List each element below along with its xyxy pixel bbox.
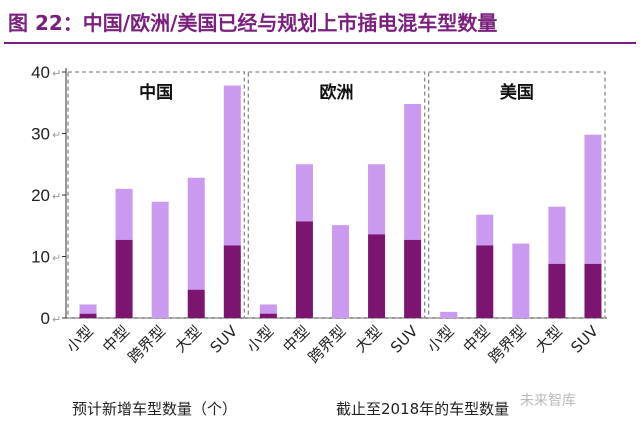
bar-existing — [476, 245, 494, 318]
bar-planned — [476, 214, 494, 246]
bar-existing — [79, 313, 97, 318]
bar-planned — [368, 164, 386, 235]
y-tick-label: 20 — [31, 186, 50, 205]
bar-existing — [223, 245, 241, 318]
bar-existing — [584, 263, 602, 318]
bar-existing — [115, 239, 133, 318]
title-underline — [4, 42, 636, 44]
category-label: 跨界型 — [124, 322, 169, 367]
bar-existing — [548, 263, 566, 318]
category-label: 大型 — [171, 322, 205, 356]
bar-existing — [295, 221, 313, 318]
legend-planned: 预计新增车型数量（个） — [72, 400, 238, 418]
category-label: 跨界型 — [305, 322, 350, 367]
return-mark-glyph: ↵ — [52, 129, 61, 142]
panel-frame — [247, 71, 426, 319]
bar-planned — [115, 188, 133, 240]
watermark: 未来智库 — [520, 393, 576, 409]
category-label: 跨界型 — [485, 322, 530, 367]
panel-title: 中国 — [139, 82, 173, 103]
category-label: 小型 — [243, 322, 277, 356]
bar-planned — [151, 201, 169, 318]
y-tick-label: 30 — [31, 125, 50, 144]
category-label: 小型 — [424, 322, 458, 356]
category-label: SUV — [387, 322, 422, 357]
figure-title: 图 22：中国/欧洲/美国已经与规划上市插电混车型数量 — [8, 11, 498, 35]
category-label: SUV — [207, 322, 242, 357]
panel-frame — [428, 71, 606, 319]
bar-existing — [259, 313, 277, 318]
category-label: SUV — [567, 322, 602, 357]
panel-title: 美国 — [500, 82, 534, 103]
bar-existing — [368, 234, 386, 318]
bar-planned — [512, 243, 530, 318]
bar-planned — [79, 304, 97, 314]
category-label: 大型 — [532, 322, 566, 356]
bar-planned — [548, 206, 566, 264]
panel-title: 欧洲 — [320, 82, 354, 103]
legend-existing: 截止至2018年的车型数量 — [336, 400, 510, 418]
bar-planned — [584, 134, 602, 264]
y-tick-label: 40 — [31, 63, 50, 82]
return-mark-glyph: ↵ — [52, 252, 61, 265]
bar-planned — [404, 103, 422, 240]
y-tick-label: 0 — [41, 309, 50, 328]
bar-existing — [404, 239, 422, 318]
bar-planned — [259, 304, 277, 314]
return-mark-glyph: ↵ — [52, 67, 61, 80]
panel-frame — [67, 71, 245, 319]
return-mark-glyph: ↵ — [52, 190, 61, 203]
bar-planned — [223, 85, 241, 246]
category-label: 小型 — [63, 322, 97, 356]
category-label: 大型 — [351, 322, 385, 356]
bar-existing — [187, 289, 205, 318]
bar-planned — [332, 225, 349, 318]
y-tick-label: 10 — [31, 248, 50, 267]
bar-planned — [295, 164, 313, 222]
bar-planned — [440, 311, 458, 318]
return-mark-glyph: ↵ — [52, 313, 61, 326]
bar-planned — [187, 177, 205, 290]
